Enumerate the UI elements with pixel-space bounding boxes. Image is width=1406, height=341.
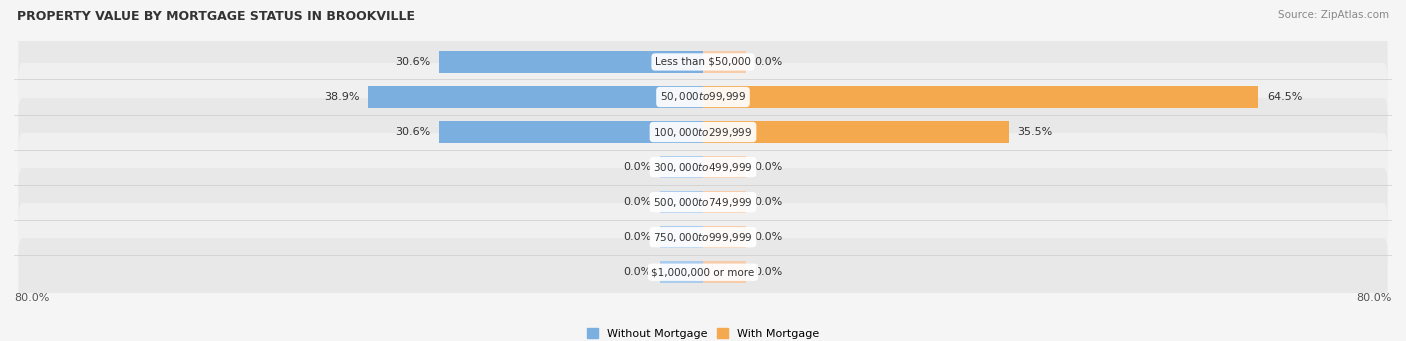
Text: Less than $50,000: Less than $50,000 [655,57,751,67]
Text: 0.0%: 0.0% [623,267,651,277]
Bar [659,191,703,213]
Text: 0.0%: 0.0% [755,267,783,277]
Text: $300,000 to $499,999: $300,000 to $499,999 [654,161,752,174]
FancyBboxPatch shape [18,98,1388,166]
Text: 38.9%: 38.9% [323,92,360,102]
FancyBboxPatch shape [18,28,1388,96]
Text: 35.5%: 35.5% [1018,127,1053,137]
Bar [703,51,747,73]
FancyBboxPatch shape [18,133,1388,201]
Text: 0.0%: 0.0% [623,162,651,172]
Bar [703,156,747,178]
Bar [703,226,747,248]
FancyBboxPatch shape [18,168,1388,236]
Bar [368,86,703,108]
Text: 0.0%: 0.0% [755,162,783,172]
Text: 0.0%: 0.0% [623,197,651,207]
Bar [659,226,703,248]
Text: $750,000 to $999,999: $750,000 to $999,999 [654,231,752,244]
Text: 0.0%: 0.0% [623,232,651,242]
Bar [703,191,747,213]
FancyBboxPatch shape [18,238,1388,306]
FancyBboxPatch shape [18,63,1388,131]
Bar [659,156,703,178]
Text: 0.0%: 0.0% [755,232,783,242]
Bar [703,86,1258,108]
Text: 0.0%: 0.0% [755,197,783,207]
Text: Source: ZipAtlas.com: Source: ZipAtlas.com [1278,10,1389,20]
Text: $50,000 to $99,999: $50,000 to $99,999 [659,90,747,104]
Text: $1,000,000 or more: $1,000,000 or more [651,267,755,277]
Text: 0.0%: 0.0% [755,57,783,67]
Legend: Without Mortgage, With Mortgage: Without Mortgage, With Mortgage [582,324,824,341]
Text: 80.0%: 80.0% [1357,293,1392,303]
Bar [440,51,703,73]
FancyBboxPatch shape [18,203,1388,271]
Bar [659,261,703,283]
Text: 30.6%: 30.6% [395,57,430,67]
Text: 30.6%: 30.6% [395,127,430,137]
Text: 80.0%: 80.0% [14,293,49,303]
Bar [703,261,747,283]
Bar [703,121,1008,143]
Text: 64.5%: 64.5% [1267,92,1302,102]
Text: $500,000 to $749,999: $500,000 to $749,999 [654,196,752,209]
Text: $100,000 to $299,999: $100,000 to $299,999 [654,125,752,138]
Bar [440,121,703,143]
Text: PROPERTY VALUE BY MORTGAGE STATUS IN BROOKVILLE: PROPERTY VALUE BY MORTGAGE STATUS IN BRO… [17,10,415,23]
